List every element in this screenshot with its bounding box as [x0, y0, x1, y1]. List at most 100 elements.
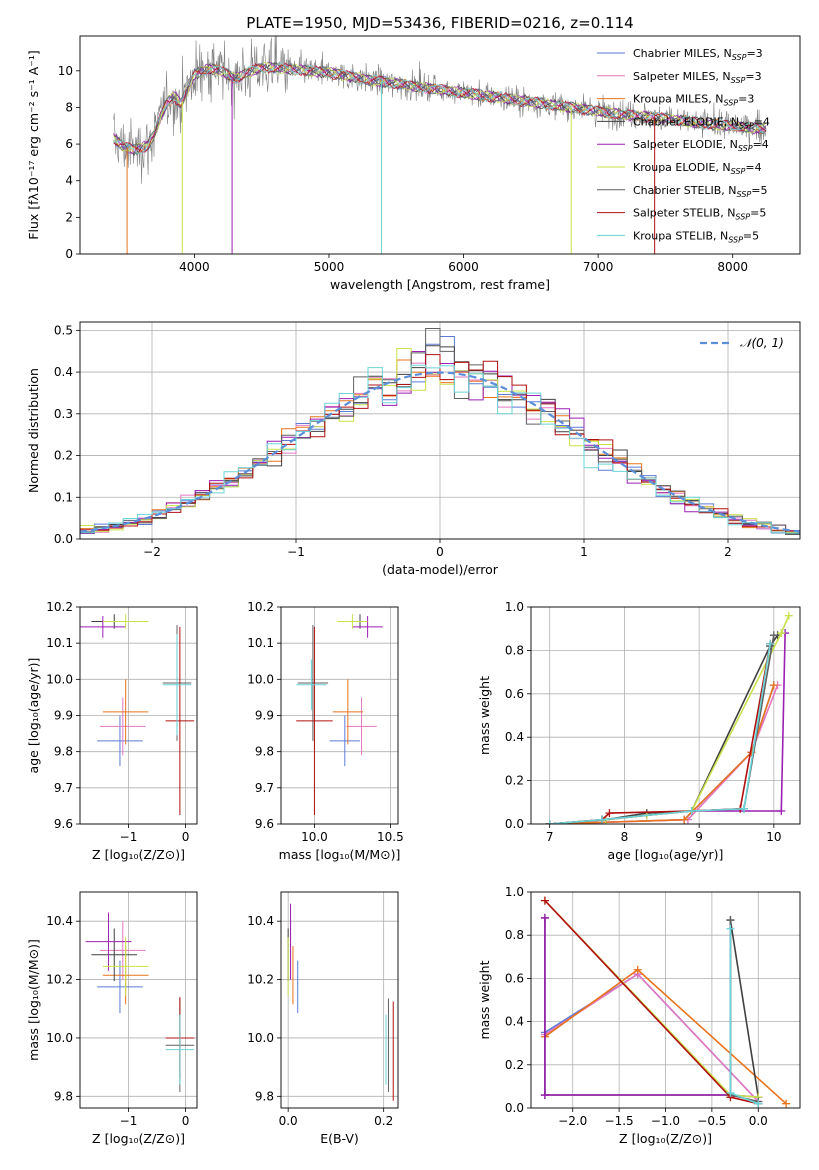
- y-tick-label: 0.4: [54, 365, 73, 379]
- y-tick-label: 9.6: [255, 817, 274, 831]
- y-axis-label: mass weight: [477, 676, 492, 755]
- x-tick-label: 0.0: [749, 1114, 768, 1128]
- weight-series: [549, 643, 771, 824]
- x-tick-label: −0.5: [697, 1114, 726, 1128]
- x-tick-label: −2: [143, 545, 161, 559]
- residuals-panel: −2 −1 0 1 2 0.0 0.1 0.2 0.3 0.4 0.5 (data-model)/er…: [26, 321, 801, 577]
- figure-title: PLATE=1950, MJD=53436, FIBERID=0216, z=0…: [246, 14, 633, 32]
- weight-marker: [777, 806, 786, 815]
- plot-area: [80, 614, 195, 815]
- x-tick-label: 0: [182, 1114, 190, 1128]
- weight-series: [549, 634, 779, 824]
- x-tick-label: 5000: [314, 260, 345, 274]
- x-axis-label: mass [log₁₀(M/M⊙)]: [279, 847, 401, 862]
- legend-entry: Kroupa ELODIE, NSSP=4: [633, 161, 762, 176]
- x-tick-label: −1: [120, 830, 138, 844]
- axes-frame: [79, 35, 801, 255]
- axes-frame: [79, 321, 801, 540]
- x-tick-label: 9: [695, 830, 703, 844]
- data-point: [352, 616, 383, 638]
- y-tick-label: 6: [65, 137, 73, 151]
- y-tick-label: 0.5: [54, 323, 73, 337]
- weight-marker: [754, 1099, 763, 1108]
- weight-marker: [540, 1091, 549, 1100]
- data-point: [337, 614, 368, 629]
- weight-series: [544, 917, 760, 1098]
- x-axis-label: age [log₁₀(age/yr)]: [608, 847, 724, 862]
- data-point: [296, 626, 333, 815]
- x-tick-label: 6000: [448, 260, 479, 274]
- legend-entry: Chabrier ELODIE, NSSP=4: [633, 115, 770, 130]
- weight-marker: [766, 639, 775, 648]
- y-tick-label: 0.4: [505, 730, 524, 744]
- axes-frame: [530, 606, 801, 825]
- weight-series: [544, 973, 759, 1103]
- weight-series: [549, 684, 775, 824]
- y-tick-label: 0: [65, 247, 73, 261]
- normal-curve: [80, 371, 800, 533]
- legend-entry: Salpeter STELIB, NSSP=5: [633, 207, 766, 222]
- legend-entry: 𝒩(0, 1): [740, 336, 784, 350]
- plot-area: [85, 912, 195, 1092]
- x-tick-label: 7: [546, 830, 554, 844]
- data-point: [80, 616, 126, 638]
- x-tick-label: −1.0: [651, 1114, 680, 1128]
- x-axis-label: E(B-V): [320, 1131, 359, 1146]
- axes-frame: [530, 891, 801, 1109]
- y-tick-label: 0.0: [505, 817, 524, 831]
- y-tick-label: 9.8: [255, 745, 274, 759]
- weight-series: [544, 917, 759, 1098]
- y-tick-label: 0.0: [505, 1101, 524, 1115]
- y-tick-label: 10.1: [46, 636, 73, 650]
- weight-marker: [605, 809, 614, 818]
- weight-vs-Z-panel: −2.0 −1.5 −1.0 −0.5 0.0 0.0 0.2 0.4 0.6 0.8 1.0 Z […: [477, 885, 801, 1146]
- y-tick-label: 0.2: [54, 449, 73, 463]
- axes-frame: [280, 606, 399, 825]
- weight-marker: [739, 804, 748, 813]
- weight-vs-age-panel: 7 8 9 10 0.0 0.2 0.4 0.6 0.8 1.0 age [log₁₀(age/yr…: [477, 600, 801, 862]
- plot-area: [540, 896, 791, 1108]
- y-tick-label: 10.0: [247, 1031, 274, 1045]
- y-tick-label: 9.8: [54, 745, 73, 759]
- weight-marker: [769, 631, 778, 640]
- x-tick-label: 7000: [583, 260, 614, 274]
- y-axis-label: age [log₁₀(age/yr)]: [26, 658, 41, 774]
- weight-marker: [545, 820, 554, 824]
- legend-entry: Salpeter ELODIE, NSSP=4: [633, 138, 769, 153]
- weight-marker: [769, 681, 778, 690]
- weight-marker: [726, 924, 735, 933]
- weight-marker: [633, 965, 642, 974]
- x-tick-label: 2: [724, 545, 732, 559]
- model-spectrum: [113, 62, 767, 155]
- y-tick-label: 4: [65, 174, 73, 188]
- y-tick-label: 10.2: [247, 600, 274, 614]
- age-vs-Z-panel: −1 0 9.6 9.7 9.8 9.9 10.0 10.1 10.2 Z [log₁₀(Z/Z⊙…: [26, 600, 198, 862]
- data-point: [102, 614, 149, 629]
- y-tick-label: 10.4: [247, 914, 274, 928]
- data-point: [99, 921, 146, 980]
- weight-marker: [540, 913, 549, 922]
- weight-series: [544, 900, 759, 1105]
- y-tick-label: 10.0: [247, 672, 274, 686]
- y-tick-label: 0.3: [54, 407, 73, 421]
- y-axis-label: Flux [fλ10⁻¹⁷ erg cm⁻² s⁻¹ A⁻¹]: [26, 50, 41, 239]
- data-point: [346, 697, 377, 756]
- y-tick-label: 10: [58, 64, 73, 78]
- y-axis-label: mass [log₁₀(M/M⊙)]: [26, 939, 41, 1061]
- x-tick-label: −1: [287, 545, 305, 559]
- x-tick-label: 0.0: [279, 1114, 298, 1128]
- y-tick-label: 1.0: [505, 600, 524, 614]
- y-tick-label: 2: [65, 210, 73, 224]
- y-axis-label: Normed distribution: [26, 368, 41, 493]
- spectrum-panel: 4000 5000 6000 7000 8000 0 2 4 6 8 10 wavelength [A…: [26, 35, 801, 292]
- y-tick-label: 10.4: [46, 914, 73, 928]
- y-tick-label: 10.0: [46, 1031, 73, 1045]
- x-axis-label: Z [log₁₀(Z/Z⊙)]: [92, 1131, 185, 1146]
- weight-series: [549, 684, 775, 824]
- weight-marker: [687, 806, 696, 815]
- data-point: [99, 697, 146, 756]
- x-axis-label: wavelength [Angstrom, rest frame]: [330, 277, 550, 292]
- data-point: [85, 912, 132, 971]
- data-point: [165, 626, 195, 815]
- weight-series: [549, 615, 790, 824]
